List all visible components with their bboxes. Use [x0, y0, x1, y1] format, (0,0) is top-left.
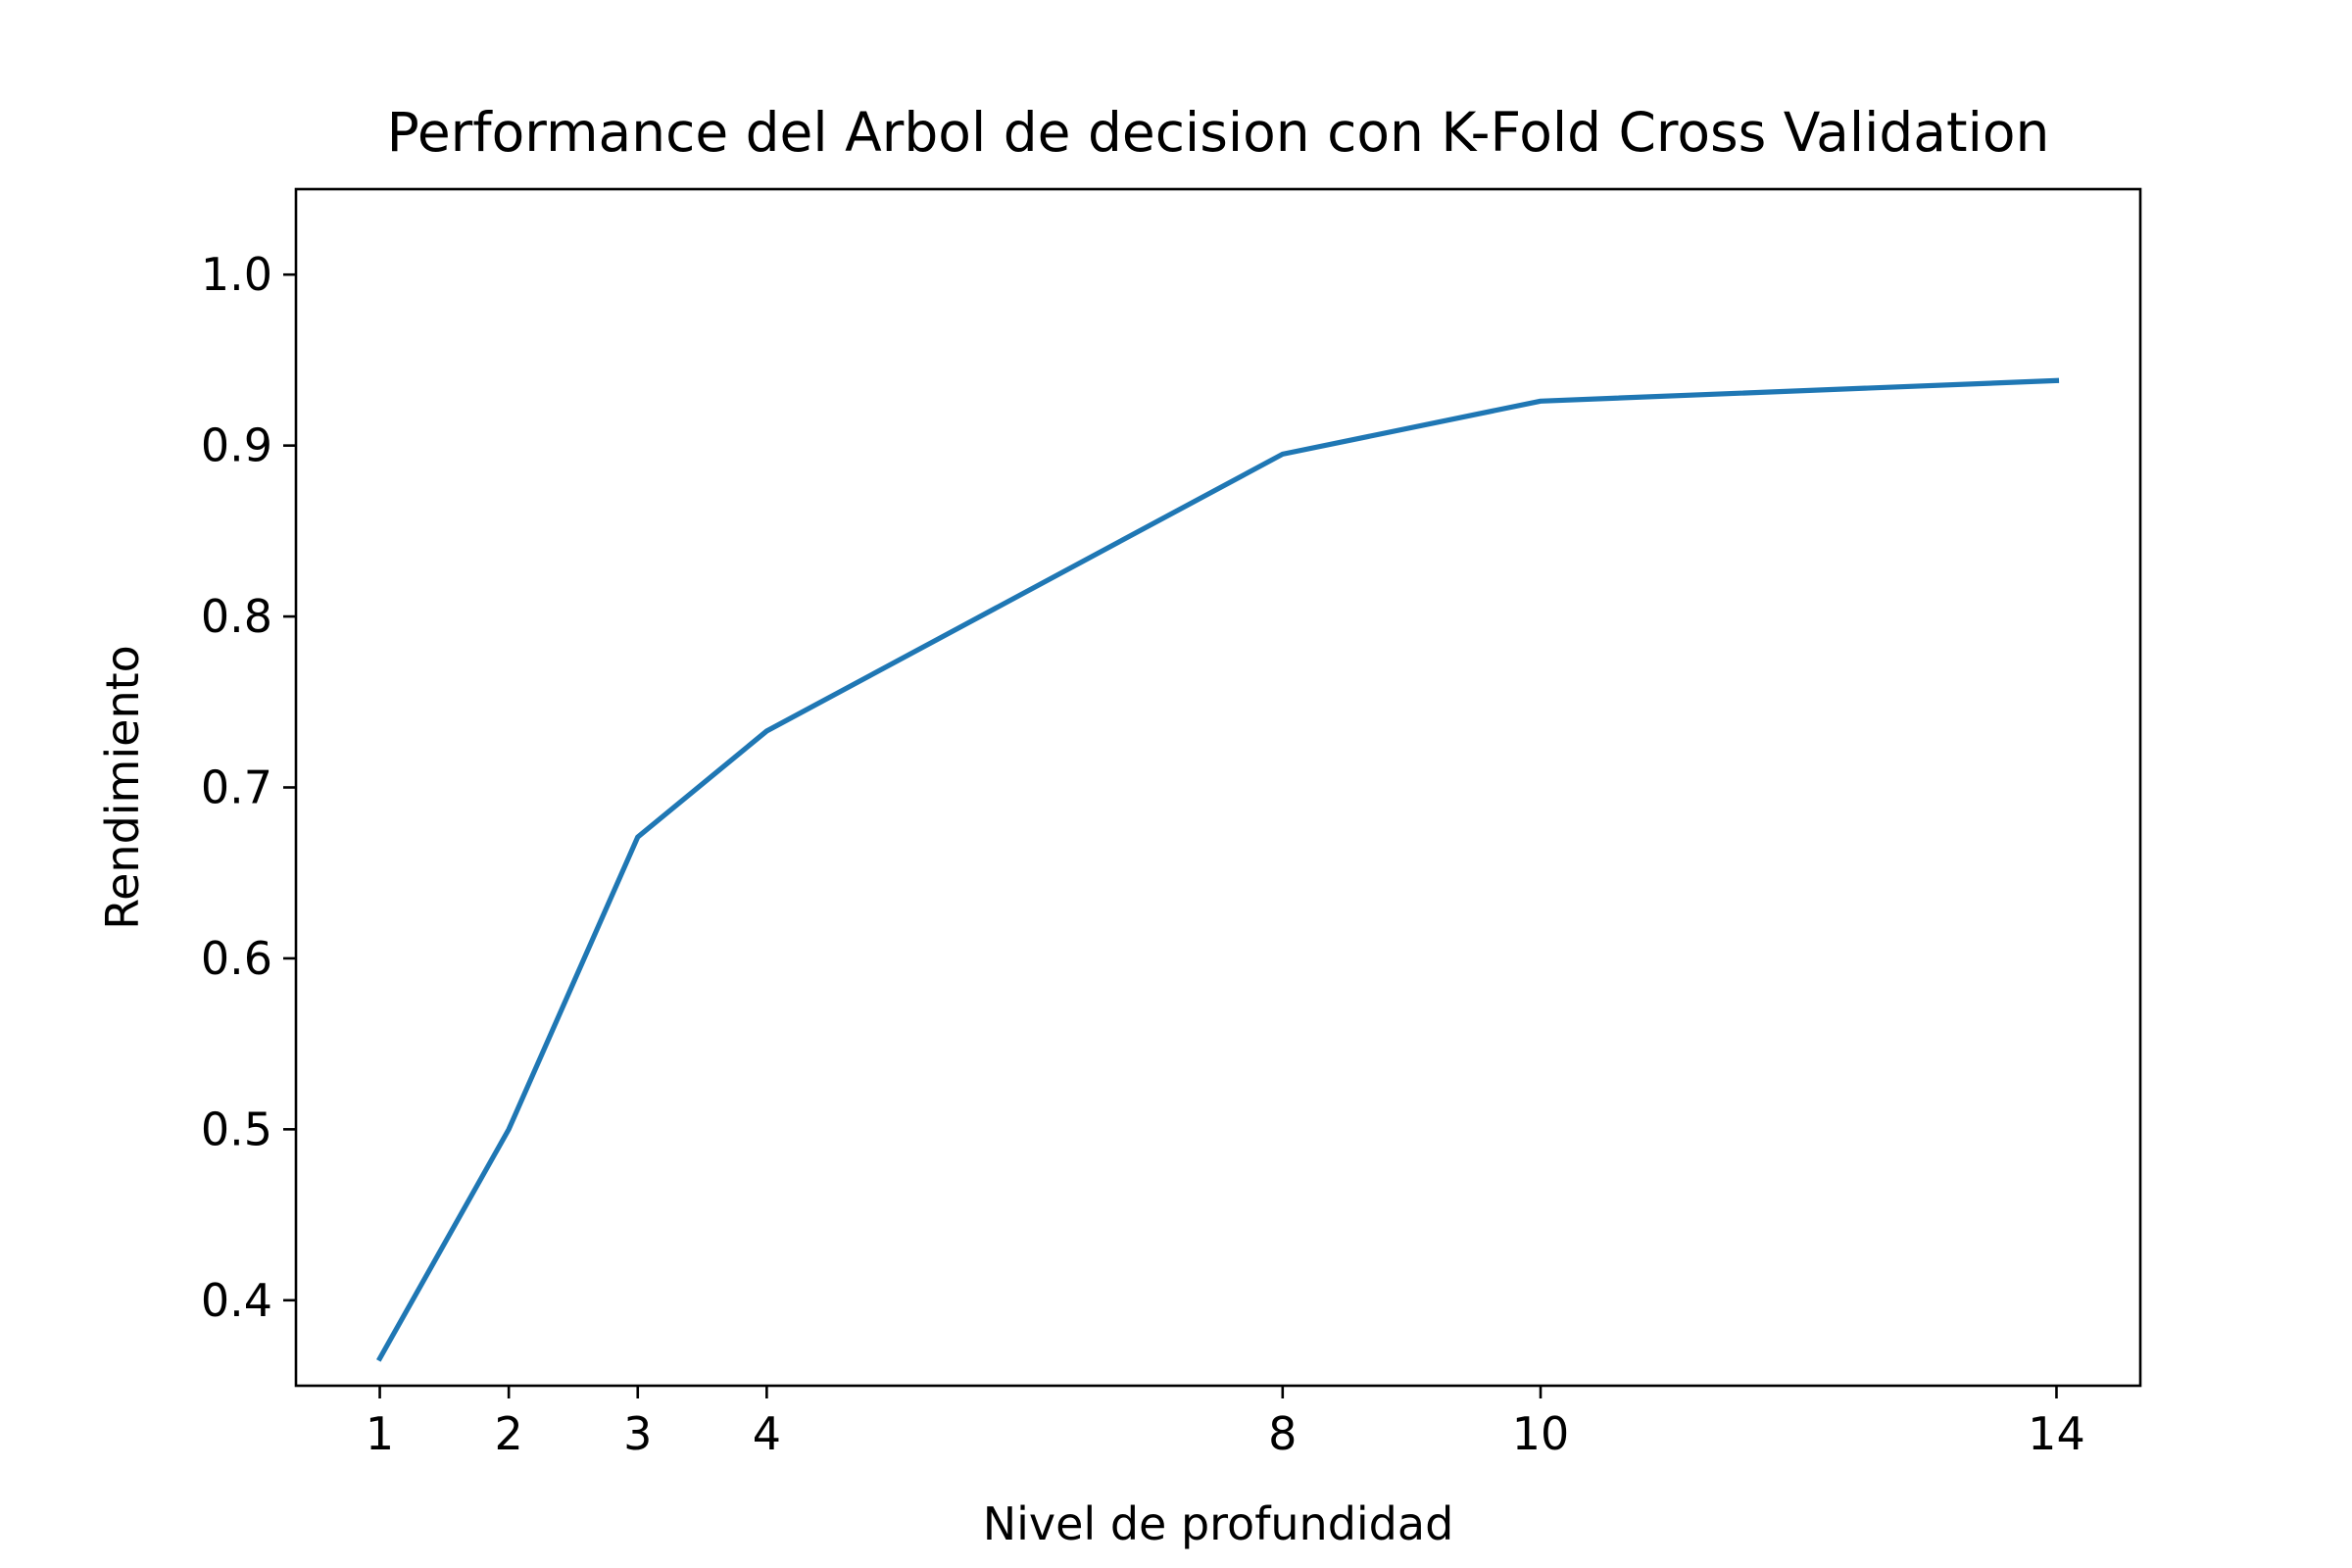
x-tick-label-5: 8 — [1268, 1407, 1297, 1460]
x-tick-label-1: 1 — [366, 1407, 394, 1460]
x-axis: 1 2 3 4 8 10 14 — [366, 1386, 2085, 1460]
y-tick-label-3: 0.6 — [201, 932, 272, 985]
y-axis-label: Rendimiento — [96, 645, 149, 930]
x-axis-label: Nivel de profundidad — [983, 1497, 1454, 1550]
y-tick-label-1: 0.4 — [201, 1274, 272, 1327]
y-tick-label-7: 1.0 — [201, 248, 272, 301]
x-tick-label-6: 10 — [1512, 1407, 1570, 1460]
chart-title: Performance del Arbol de decision con K-… — [387, 101, 2050, 164]
x-tick-label-3: 3 — [623, 1407, 652, 1460]
y-tick-label-5: 0.8 — [201, 590, 272, 643]
y-tick-label-4: 0.7 — [201, 761, 272, 814]
x-tick-label-7: 14 — [2028, 1407, 2085, 1460]
y-tick-label-6: 0.9 — [201, 419, 272, 472]
series-line-1 — [376, 377, 2060, 1362]
y-tick-label-2: 0.5 — [201, 1102, 272, 1155]
plot-area — [376, 377, 2060, 1362]
y-axis: 0.4 0.5 0.6 0.7 0.8 0.9 1.0 — [201, 248, 296, 1327]
x-tick-label-2: 2 — [495, 1407, 523, 1460]
x-tick-label-4: 4 — [753, 1407, 781, 1460]
